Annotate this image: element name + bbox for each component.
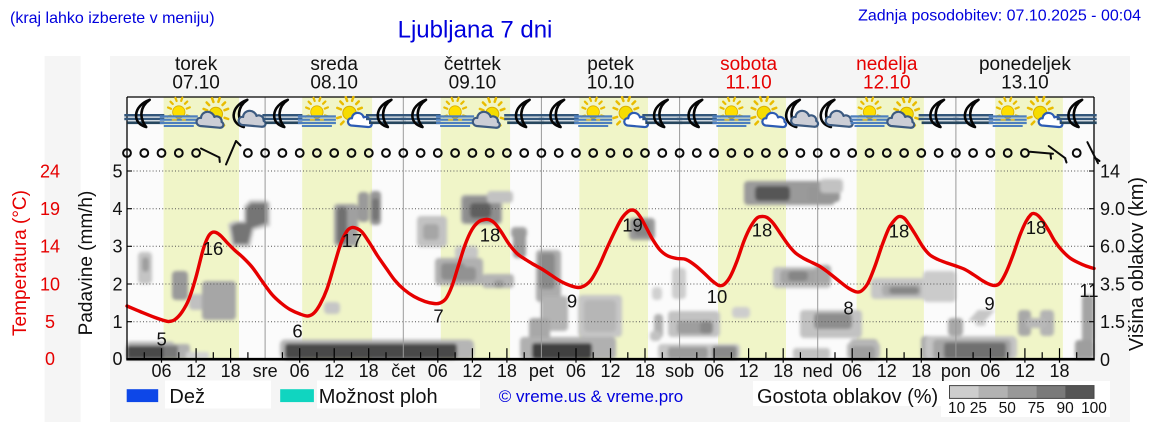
svg-text:čet: čet	[391, 361, 415, 381]
svg-text:četrtek: četrtek	[444, 54, 502, 75]
svg-text:4: 4	[112, 199, 122, 219]
svg-text:torek: torek	[175, 54, 218, 75]
svg-text:18: 18	[221, 361, 241, 381]
svg-text:18: 18	[480, 225, 501, 246]
svg-text:3.5: 3.5	[1100, 274, 1125, 294]
svg-text:18: 18	[752, 220, 773, 241]
svg-text:Zadnja posodobitev: 07.10.2025: Zadnja posodobitev: 07.10.2025 - 00:04	[858, 8, 1141, 25]
svg-text:Višina oblakov (km): Višina oblakov (km)	[1126, 177, 1148, 351]
svg-text:11: 11	[1079, 280, 1098, 301]
svg-text:06: 06	[704, 361, 724, 381]
svg-text:ponedeljek: ponedeljek	[979, 54, 1071, 75]
svg-text:Ljubljana 7 dni: Ljubljana 7 dni	[398, 17, 553, 44]
svg-text:07.10: 07.10	[172, 73, 220, 94]
svg-text:Padavine (mm/h): Padavine (mm/h)	[76, 191, 97, 336]
svg-text:10: 10	[948, 400, 966, 417]
svg-text:14: 14	[40, 237, 60, 257]
svg-text:12: 12	[600, 361, 620, 381]
svg-text:0: 0	[112, 349, 122, 369]
svg-text:5: 5	[112, 161, 122, 181]
svg-text:6.0: 6.0	[1100, 237, 1125, 257]
svg-text:sob: sob	[665, 361, 694, 381]
svg-text:petek: petek	[587, 54, 634, 75]
svg-text:06: 06	[151, 361, 171, 381]
svg-text:nedelja: nedelja	[856, 54, 918, 75]
svg-text:100: 100	[1081, 400, 1107, 417]
svg-text:12: 12	[324, 361, 344, 381]
svg-text:06: 06	[842, 361, 862, 381]
svg-text:06: 06	[566, 361, 586, 381]
svg-text:ned: ned	[803, 361, 833, 381]
svg-text:18: 18	[911, 361, 931, 381]
svg-text:90: 90	[1056, 400, 1074, 417]
svg-text:12: 12	[739, 361, 759, 381]
svg-text:14: 14	[1100, 161, 1120, 181]
svg-text:pet: pet	[529, 361, 554, 381]
svg-text:18: 18	[497, 361, 517, 381]
svg-text:06: 06	[290, 361, 310, 381]
svg-text:18: 18	[1049, 361, 1069, 381]
svg-text:8: 8	[843, 297, 853, 318]
svg-text:50: 50	[999, 400, 1017, 417]
svg-text:3: 3	[112, 237, 122, 257]
svg-text:0: 0	[45, 349, 55, 369]
svg-text:1: 1	[112, 312, 122, 332]
svg-text:25: 25	[970, 400, 987, 417]
svg-text:10.10: 10.10	[587, 73, 635, 94]
svg-text:18: 18	[635, 361, 655, 381]
svg-text:12.10: 12.10	[863, 73, 911, 94]
svg-text:Temperatura (°C): Temperatura (°C)	[10, 190, 31, 336]
svg-text:18: 18	[359, 361, 379, 381]
svg-text:13.10: 13.10	[1001, 73, 1049, 94]
svg-text:12: 12	[462, 361, 482, 381]
svg-text:Možnost ploh: Možnost ploh	[319, 386, 438, 408]
svg-text:24: 24	[40, 161, 60, 181]
svg-text:5: 5	[157, 328, 167, 349]
svg-text:sre: sre	[253, 361, 278, 381]
svg-text:18: 18	[889, 221, 910, 242]
svg-text:18: 18	[1026, 217, 1047, 238]
svg-text:2: 2	[112, 274, 122, 294]
svg-text:12: 12	[186, 361, 206, 381]
svg-text:1.5: 1.5	[1100, 312, 1125, 332]
svg-text:sobota: sobota	[720, 54, 777, 75]
svg-text:06: 06	[428, 361, 448, 381]
svg-text:75: 75	[1028, 400, 1045, 417]
svg-text:0: 0	[1100, 350, 1110, 370]
svg-text:Dež: Dež	[169, 386, 205, 408]
svg-text:16: 16	[203, 238, 224, 259]
svg-text:19: 19	[40, 199, 60, 219]
svg-text:pon: pon	[941, 361, 971, 381]
svg-text:10: 10	[40, 274, 60, 294]
svg-text:12: 12	[877, 361, 897, 381]
svg-text:9: 9	[567, 290, 577, 311]
svg-text:11.10: 11.10	[726, 73, 772, 94]
svg-text:Gostota oblakov (%): Gostota oblakov (%)	[757, 386, 938, 408]
svg-text:© vreme.us & vreme.pro: © vreme.us & vreme.pro	[499, 387, 683, 406]
svg-text:sreda: sreda	[310, 54, 358, 75]
svg-text:9.0: 9.0	[1100, 199, 1125, 219]
svg-text:18: 18	[773, 361, 793, 381]
svg-text:10: 10	[707, 286, 728, 307]
svg-text:19: 19	[622, 215, 643, 236]
svg-text:17: 17	[342, 230, 363, 251]
svg-text:7: 7	[433, 306, 443, 327]
svg-text:09.10: 09.10	[449, 73, 497, 94]
svg-text:(kraj lahko izberete v meniju): (kraj lahko izberete v meniju)	[10, 10, 215, 27]
svg-text:9: 9	[984, 293, 994, 314]
svg-text:6: 6	[292, 320, 302, 341]
svg-text:06: 06	[980, 361, 1000, 381]
svg-text:12: 12	[1015, 361, 1035, 381]
svg-text:5: 5	[45, 312, 55, 332]
svg-text:08.10: 08.10	[310, 73, 358, 94]
